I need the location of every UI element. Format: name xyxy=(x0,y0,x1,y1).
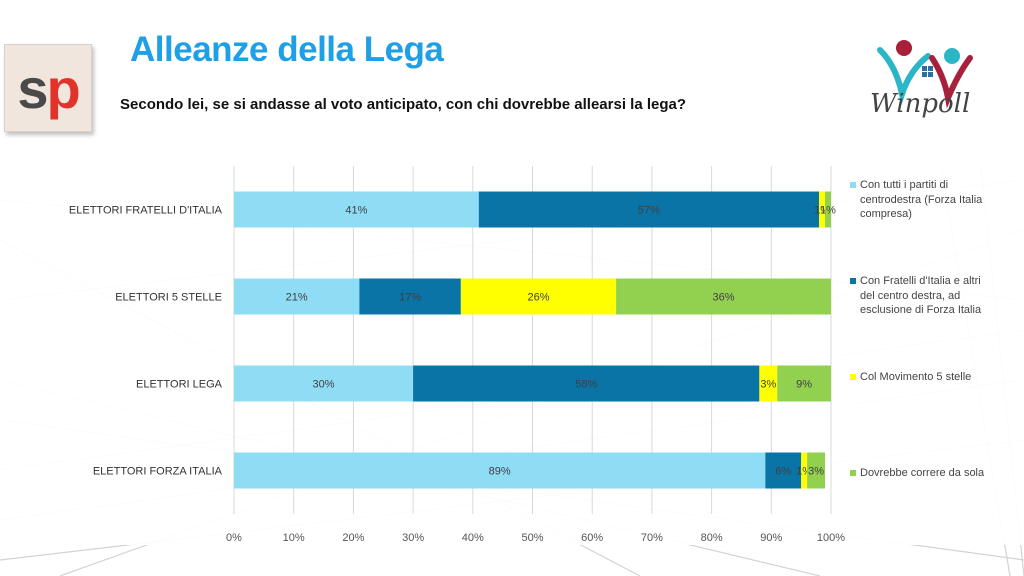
bar-segment xyxy=(413,365,760,402)
x-tick-label: 0% xyxy=(226,532,242,544)
legend-swatch xyxy=(850,182,856,188)
bar-segment xyxy=(616,278,831,315)
legend-swatch xyxy=(850,278,856,284)
data-label: 57% xyxy=(638,205,660,217)
x-tick-label: 60% xyxy=(581,532,603,544)
category-label: ELETTORI FRATELLI D'ITALIA xyxy=(69,205,223,217)
category-label: ELETTORI LEGA xyxy=(136,379,223,391)
page-subtitle: Secondo lei, se si andasse al voto antic… xyxy=(120,96,687,113)
bar-segment xyxy=(759,365,778,402)
bar-segment xyxy=(460,278,617,315)
data-label: 3% xyxy=(760,379,776,391)
x-tick-label: 90% xyxy=(760,532,782,544)
data-label: 21% xyxy=(286,292,308,304)
x-tick-label: 70% xyxy=(641,532,663,544)
legend-label: Con Fratelli d'Italia e altri del centro… xyxy=(860,275,982,316)
category-label: ELETTORI 5 STELLE xyxy=(115,292,222,304)
data-label: 26% xyxy=(527,292,549,304)
x-tick-label: 100% xyxy=(817,532,845,544)
bar-segment xyxy=(777,365,831,402)
legend-label: Con tutti i partiti di centrodestra (For… xyxy=(860,179,983,220)
bar-segment xyxy=(825,191,831,228)
legend-label: Dovrebbe correre da sola xyxy=(860,467,985,479)
bar-segment xyxy=(765,452,802,489)
bar-segment xyxy=(807,452,826,489)
data-label: 17% xyxy=(399,292,421,304)
bar-segment xyxy=(801,452,808,489)
data-label: 41% xyxy=(345,205,367,217)
page-title: Alleanze della Lega xyxy=(130,30,444,69)
bar-segment xyxy=(234,452,766,489)
bar-segment xyxy=(478,191,820,228)
bar-segment xyxy=(234,278,360,315)
legend-swatch xyxy=(850,374,856,380)
data-label: 6% xyxy=(775,466,791,478)
data-label: 3% xyxy=(808,466,824,478)
x-tick-label: 20% xyxy=(342,532,364,544)
x-tick-label: 40% xyxy=(462,532,484,544)
bar-segment xyxy=(234,191,479,228)
legend-label: Col Movimento 5 stelle xyxy=(860,371,972,383)
svg-text:Winpoll: Winpoll xyxy=(870,89,970,119)
x-tick-label: 80% xyxy=(701,532,723,544)
bar-segment xyxy=(234,365,414,402)
data-label: 9% xyxy=(796,379,812,391)
category-label: ELETTORI FORZA ITALIA xyxy=(93,466,223,478)
bar-segment xyxy=(819,191,826,228)
x-tick-label: 50% xyxy=(521,532,543,544)
data-label: 1% xyxy=(820,205,836,217)
data-label: 89% xyxy=(489,466,511,478)
x-tick-label: 10% xyxy=(283,532,305,544)
x-tick-label: 30% xyxy=(402,532,424,544)
legend-swatch xyxy=(850,470,856,476)
winpoll-logo: Winpoll xyxy=(870,40,973,119)
data-label: 30% xyxy=(313,379,335,391)
data-label: 36% xyxy=(713,292,735,304)
bar-segment xyxy=(359,278,461,315)
data-label: 58% xyxy=(575,379,597,391)
